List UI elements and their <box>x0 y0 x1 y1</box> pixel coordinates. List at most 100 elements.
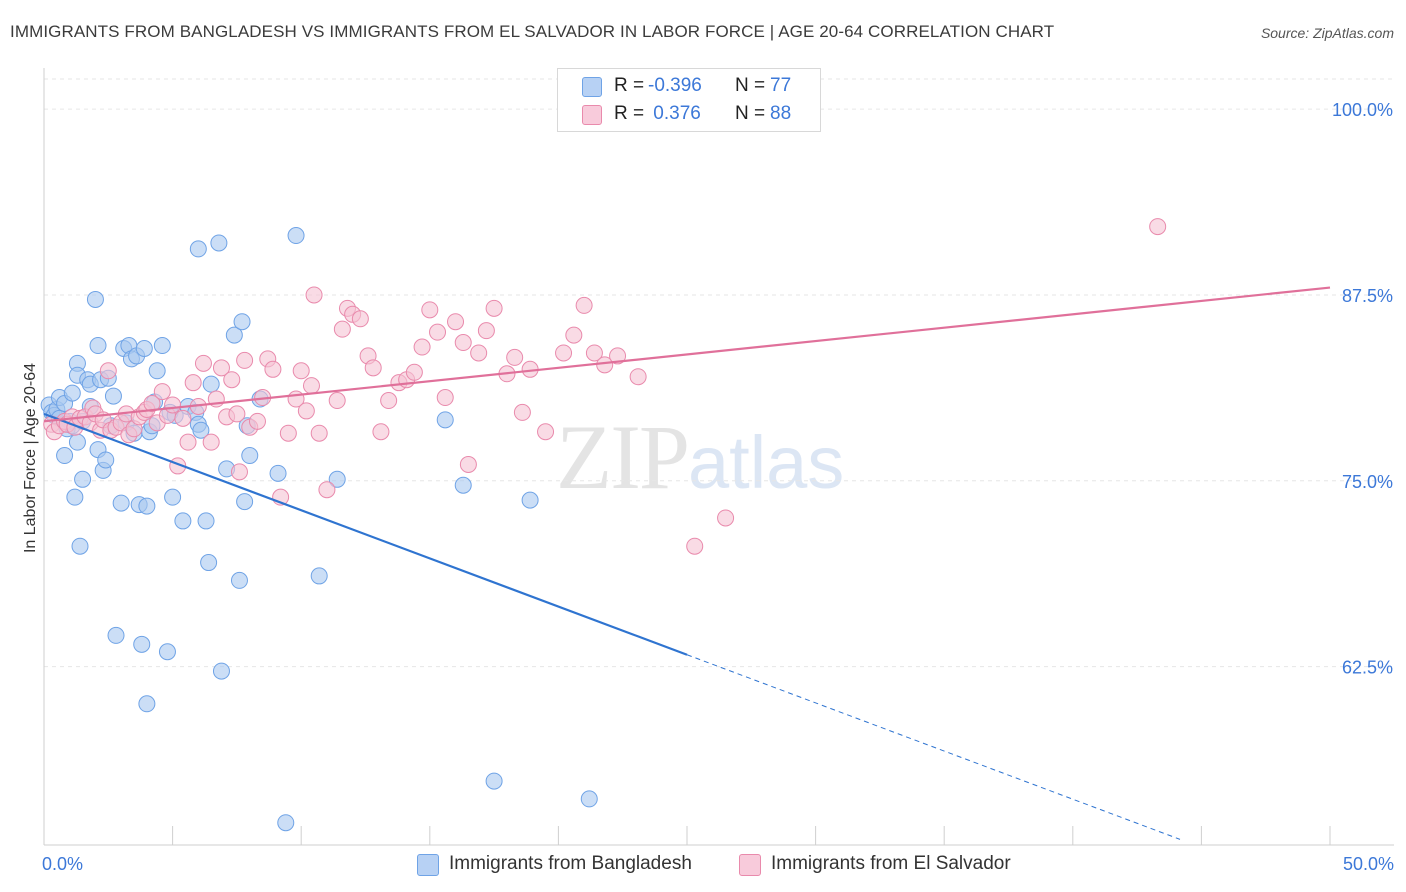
el-salvador-point <box>302 377 320 395</box>
y-tick-label: 62.5% <box>1342 658 1393 678</box>
el-salvador-point <box>470 344 488 362</box>
bangladesh-point <box>287 227 305 245</box>
bangladesh-point <box>192 421 210 439</box>
el-salvador-point <box>305 286 323 304</box>
el-salvador-point <box>405 363 423 381</box>
tick-labels: 100.0% 87.5% 75.0% 62.5% 0.0% 50.0% In Labor F… <box>22 100 1394 874</box>
el-salvador-point <box>565 326 583 344</box>
legend-n-value: 77 <box>770 75 792 96</box>
bangladesh-point <box>158 643 176 661</box>
bangladesh-point <box>133 635 151 653</box>
legend-n-label: N = <box>735 75 766 96</box>
el-salvador-point <box>454 334 472 352</box>
el-salvador-trendline <box>43 286 1331 423</box>
el-salvador-point <box>380 392 398 410</box>
bangladesh-point <box>164 488 182 506</box>
el-salvador-point <box>328 392 346 410</box>
y-tick-label: 100.0% <box>1332 100 1393 120</box>
el-salvador-point <box>1149 218 1167 236</box>
bottom-legend-label: Immigrants from El Salvador <box>771 853 1011 874</box>
bangladesh-point <box>200 554 218 572</box>
y-tick-label: 75.0% <box>1342 472 1393 492</box>
bottom-legend-label: Immigrants from Bangladesh <box>449 853 692 874</box>
y-tick-label: 87.5% <box>1342 286 1393 306</box>
legend-n-label: N = <box>735 103 766 124</box>
axes <box>43 68 1394 846</box>
bangladesh-point <box>153 337 171 355</box>
bangladesh-point <box>63 384 81 402</box>
watermark-zip: ZIP <box>556 406 690 508</box>
bangladesh-trendline-extension <box>686 654 1181 840</box>
bangladesh-point <box>197 512 215 530</box>
bangladesh-point <box>454 476 472 494</box>
el-salvador-point <box>179 433 197 451</box>
data-points <box>40 218 1167 832</box>
el-salvador-point <box>575 296 593 314</box>
bottom-legend-swatch-el-salvador <box>739 854 761 876</box>
el-salvador-point <box>459 455 477 473</box>
bangladesh-point <box>485 772 503 790</box>
el-salvador-point <box>174 409 192 427</box>
el-salvador-point <box>310 424 328 442</box>
y-axis-label: In Labor Force | Age 20-64 <box>22 363 39 553</box>
correlation-legend: R = -0.396 N = 77 R = 0.376 N = 88 <box>557 68 821 132</box>
el-salvador-point <box>429 323 447 341</box>
el-salvador-point <box>421 301 439 319</box>
el-salvador-point <box>485 299 503 317</box>
zipatlas-watermark: ZIPatlas <box>556 404 844 510</box>
bangladesh-point <box>107 626 125 644</box>
bangladesh-point <box>71 537 89 555</box>
el-salvador-point <box>333 320 351 338</box>
bangladesh-point <box>148 362 166 380</box>
bangladesh-point <box>89 337 107 355</box>
bangladesh-point <box>210 234 228 252</box>
el-salvador-point <box>236 351 254 369</box>
bangladesh-point <box>310 567 328 585</box>
bangladesh-trendline <box>43 412 688 656</box>
bangladesh-point <box>230 571 248 589</box>
bangladesh-point <box>189 240 207 258</box>
bangladesh-point <box>225 326 243 344</box>
bangladesh-point <box>68 433 86 451</box>
legend-swatch-el-salvador <box>582 105 602 125</box>
watermark-atlas: atlas <box>688 421 845 504</box>
bangladesh-point <box>233 313 251 331</box>
el-salvador-point <box>436 389 454 407</box>
x-tick-label: 50.0% <box>1343 854 1394 874</box>
el-salvador-point <box>364 359 382 377</box>
bangladesh-point <box>328 470 346 488</box>
legend-n-value: 88 <box>770 103 792 124</box>
el-salvador-point <box>413 338 431 356</box>
bangladesh-point <box>104 387 122 405</box>
bangladesh-point <box>521 491 539 509</box>
el-salvador-point <box>228 405 246 423</box>
el-salvador-point <box>297 402 315 420</box>
bangladesh-point <box>86 290 104 308</box>
el-salvador-point <box>212 359 230 377</box>
bangladesh-point <box>56 447 74 465</box>
el-salvador-point <box>555 344 573 362</box>
legend-r-label: R = <box>614 103 645 124</box>
bangladesh-point <box>66 488 84 506</box>
el-salvador-point <box>279 424 297 442</box>
chart-title: IMMIGRANTS FROM BANGLADESH VS IMMIGRANTS… <box>10 22 1055 41</box>
bangladesh-point <box>269 464 287 482</box>
trend-lines <box>43 286 1331 840</box>
el-salvador-point <box>230 463 248 481</box>
el-salvador-point <box>447 313 465 331</box>
legend-r-label: R = <box>614 75 645 96</box>
source-credit: Source: ZipAtlas.com <box>1260 25 1394 41</box>
bangladesh-point <box>580 790 598 808</box>
bangladesh-point <box>138 497 156 515</box>
bangladesh-point <box>277 814 295 832</box>
bangladesh-point <box>97 451 115 469</box>
el-salvador-point <box>513 403 531 421</box>
el-salvador-point <box>164 396 182 414</box>
el-salvador-point <box>506 348 524 366</box>
el-salvador-point <box>264 360 282 378</box>
el-salvador-point <box>629 368 647 386</box>
x-tick-label: 0.0% <box>42 854 83 874</box>
bangladesh-point <box>241 447 259 465</box>
el-salvador-point <box>194 354 212 372</box>
legend-swatch-bangladesh <box>582 77 602 97</box>
